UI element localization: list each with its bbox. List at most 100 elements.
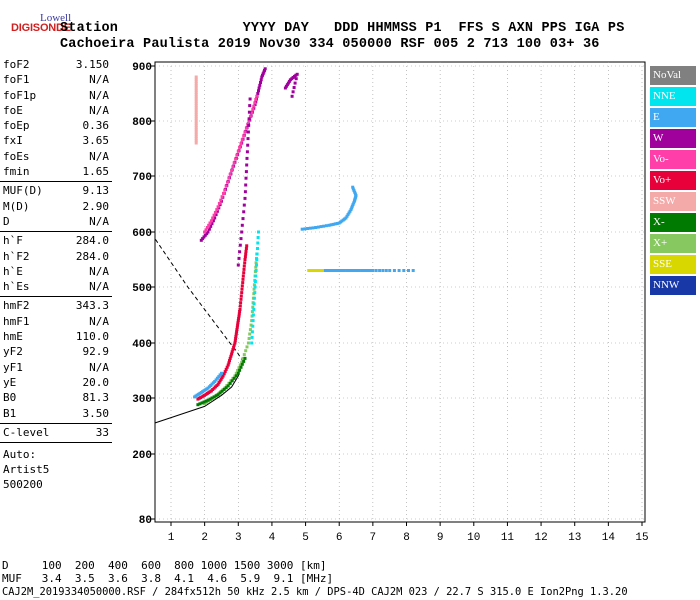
trace-point <box>206 398 210 402</box>
trace-point <box>263 67 267 71</box>
trace-point <box>209 219 213 223</box>
param-row: hmF1 N/A <box>0 315 112 330</box>
trace-point <box>311 226 315 230</box>
trace-point <box>235 325 239 329</box>
trace-point <box>239 237 243 241</box>
x-tick-label: 12 <box>534 532 547 544</box>
x-tick-label: 8 <box>403 532 410 544</box>
trace-point <box>295 72 299 76</box>
trace-point <box>198 402 202 406</box>
trace-point <box>237 316 241 320</box>
trace-point <box>259 81 262 84</box>
trace-point <box>212 395 216 399</box>
trace-point <box>194 90 198 94</box>
legend-entry: SSE <box>650 255 696 274</box>
x-tick-label: 10 <box>467 532 480 544</box>
trace-point <box>243 190 247 194</box>
trace-point <box>346 213 350 217</box>
param-label: foF1p <box>3 88 37 102</box>
param-value: N/A <box>89 360 109 374</box>
trace-point <box>240 362 244 366</box>
footer-file-info: CAJ2M_2019334050000.RSF / 284fx512h 50 k… <box>2 586 628 598</box>
trace-point <box>323 269 327 272</box>
trace-point <box>194 123 198 127</box>
trace-point <box>230 350 234 354</box>
trace-point <box>228 359 231 363</box>
trace-point <box>293 81 297 85</box>
auto-line: Auto: <box>3 448 37 461</box>
trace-point <box>254 269 258 272</box>
trace-point <box>221 374 225 378</box>
param-label: h`F2 <box>3 249 30 263</box>
trace-point <box>207 223 211 227</box>
trace-point <box>196 403 200 407</box>
trace-point <box>238 304 242 308</box>
trace-point <box>238 368 242 372</box>
trace-point <box>241 274 245 278</box>
x-tick-label: 4 <box>269 532 276 544</box>
param-value: 3.65 <box>82 134 110 148</box>
trace-point <box>234 332 238 336</box>
trace-point <box>251 319 255 323</box>
trace-point <box>194 104 198 108</box>
trace-point <box>246 143 250 147</box>
trace-point <box>291 90 295 94</box>
trace-point <box>211 219 215 223</box>
trace-point <box>194 77 198 81</box>
param-row: B1 3.50 <box>0 407 112 422</box>
trace-point <box>220 376 224 380</box>
trace-point <box>232 345 236 349</box>
trace-point <box>345 214 349 218</box>
trace-point <box>194 134 198 138</box>
trace-point <box>228 356 232 360</box>
param-value: 20.0 <box>82 375 110 389</box>
trace-point <box>194 86 198 90</box>
trace-point <box>261 72 265 76</box>
trace-point <box>255 94 259 98</box>
x-tick-label: 2 <box>201 532 208 544</box>
trace-point <box>210 396 214 400</box>
trace-point <box>234 337 238 340</box>
trace-point <box>248 115 252 119</box>
trace-point <box>290 94 294 98</box>
legend-entry: X+ <box>650 234 696 253</box>
trace-point <box>294 77 298 81</box>
trace-point <box>353 192 357 196</box>
trace-point <box>339 269 343 272</box>
trace-point <box>331 269 335 272</box>
trace-point <box>240 360 244 364</box>
trace-point <box>240 223 244 227</box>
trace-point <box>337 269 340 272</box>
trace-point <box>256 247 259 250</box>
parameter-table: foF2 3.150 foF1 N/A foF1p N/A foE N/A foEp 0.36 fx… <box>0 58 112 445</box>
trace-point <box>232 343 236 347</box>
trace-point <box>241 277 245 281</box>
param-label: foF2 <box>3 58 30 71</box>
trace-point <box>354 194 358 198</box>
param-value: 33 <box>95 425 109 439</box>
plot-frame <box>154 61 646 523</box>
trace-point <box>215 376 219 380</box>
trace-point <box>230 379 234 383</box>
trace-point <box>402 269 406 272</box>
trace-point <box>349 208 353 212</box>
legend-entry: Vo+ <box>650 171 696 190</box>
trace-point <box>242 271 246 275</box>
trace-point <box>194 121 198 125</box>
param-row: foEp 0.36 <box>0 119 112 134</box>
param-value: 3.50 <box>82 406 110 420</box>
trace-point <box>254 98 258 101</box>
trace-point <box>233 341 237 345</box>
trace-point <box>244 183 248 187</box>
param-value: N/A <box>89 73 109 87</box>
trace-point <box>352 189 356 193</box>
x-tick-label: 6 <box>336 532 343 544</box>
y-tick-label: 600 <box>132 228 152 240</box>
param-value: 284.0 <box>75 249 109 263</box>
trace-point <box>220 389 224 393</box>
trace-point <box>244 170 248 174</box>
trace-point <box>257 86 261 90</box>
trace-point <box>223 370 227 374</box>
trace-point <box>204 399 208 403</box>
trace-point <box>351 269 355 272</box>
